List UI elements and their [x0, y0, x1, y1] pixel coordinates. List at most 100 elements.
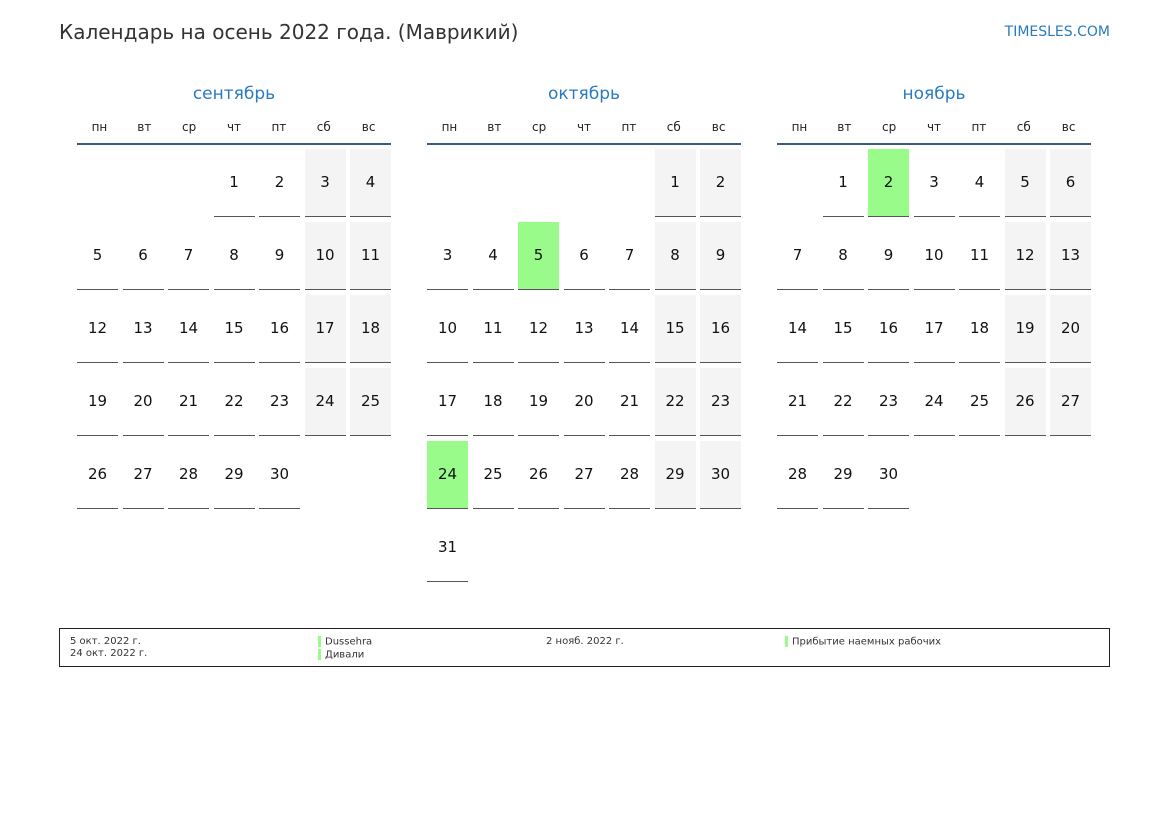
day-cell[interactable]: 30	[868, 441, 909, 509]
day-cell[interactable]: 29	[213, 441, 255, 509]
day-cell[interactable]: 26	[518, 441, 559, 509]
day-cell[interactable]: 24	[304, 368, 346, 436]
day-cell[interactable]: 14	[168, 295, 209, 363]
day-cell[interactable]: 18	[472, 368, 514, 436]
day-cell[interactable]: 19	[77, 368, 118, 436]
day-cell[interactable]: 23	[259, 368, 300, 436]
weekday-label: чт	[576, 120, 592, 134]
day-cell[interactable]: 6	[122, 222, 164, 290]
day-cell[interactable]: 1	[213, 149, 255, 217]
day-cell[interactable]: 11	[472, 295, 514, 363]
day-cell[interactable]: 1	[654, 149, 696, 217]
day-cell[interactable]: 25	[350, 368, 391, 436]
day-cell[interactable]: 28	[609, 441, 650, 509]
day-cell[interactable]: 4	[350, 149, 391, 217]
day-cell[interactable]: 22	[822, 368, 864, 436]
day-cell[interactable]: 10	[304, 222, 346, 290]
day-cell[interactable]: 12	[1004, 222, 1046, 290]
weekday-label: ср	[182, 120, 197, 134]
day-cell[interactable]: 10	[427, 295, 468, 363]
day-cell[interactable]: 9	[259, 222, 300, 290]
day-cell[interactable]: 20	[122, 368, 164, 436]
site-link[interactable]: TIMESLES.COM	[1004, 24, 1110, 40]
day-cell[interactable]: 6	[1050, 149, 1091, 217]
day-cell[interactable]: 4	[959, 149, 1000, 217]
holiday-day-cell[interactable]: 2	[868, 149, 909, 217]
day-cell[interactable]: 29	[654, 441, 696, 509]
day-cell[interactable]: 13	[122, 295, 164, 363]
day-cell[interactable]: 14	[609, 295, 650, 363]
day-cell[interactable]: 28	[777, 441, 818, 509]
day-cell[interactable]: 20	[563, 368, 605, 436]
day-cell[interactable]: 25	[959, 368, 1000, 436]
day-cell[interactable]: 17	[913, 295, 955, 363]
day-cell[interactable]: 24	[913, 368, 955, 436]
day-cell[interactable]: 21	[609, 368, 650, 436]
day-cell[interactable]: 29	[822, 441, 864, 509]
day-cell[interactable]: 2	[700, 149, 741, 217]
day-cell[interactable]: 5	[77, 222, 118, 290]
day-cell[interactable]: 12	[518, 295, 559, 363]
day-cell[interactable]: 17	[304, 295, 346, 363]
day-cell[interactable]: 8	[654, 222, 696, 290]
day-cell[interactable]: 3	[913, 149, 955, 217]
holiday-day-cell[interactable]: 24	[427, 441, 468, 509]
month-name: ноябрь	[902, 84, 966, 104]
weekday-label: пт	[271, 120, 287, 134]
day-cell[interactable]: 8	[822, 222, 864, 290]
day-cell[interactable]: 5	[1004, 149, 1046, 217]
day-cell[interactable]: 7	[609, 222, 650, 290]
day-cell[interactable]: 9	[868, 222, 909, 290]
day-cell[interactable]: 25	[472, 441, 514, 509]
day-cell[interactable]: 30	[259, 441, 300, 509]
day-cell[interactable]: 7	[777, 222, 818, 290]
day-cell[interactable]: 31	[427, 514, 468, 582]
day-cell[interactable]: 14	[777, 295, 818, 363]
day-cell[interactable]: 16	[868, 295, 909, 363]
weekday-label: сб	[1016, 120, 1031, 134]
day-cell[interactable]: 19	[518, 368, 559, 436]
day-cell[interactable]: 23	[868, 368, 909, 436]
day-cell[interactable]: 26	[77, 441, 118, 509]
day-cell[interactable]: 13	[1050, 222, 1091, 290]
day-cell[interactable]: 3	[427, 222, 468, 290]
day-cell[interactable]: 1	[822, 149, 864, 217]
day-cell[interactable]: 16	[259, 295, 300, 363]
day-cell[interactable]: 11	[959, 222, 1000, 290]
day-cell[interactable]: 16	[700, 295, 741, 363]
day-cell[interactable]: 11	[350, 222, 391, 290]
day-cell[interactable]: 10	[913, 222, 955, 290]
day-cell[interactable]: 20	[1050, 295, 1091, 363]
day-cell[interactable]: 21	[168, 368, 209, 436]
day-cell[interactable]: 8	[213, 222, 255, 290]
holiday-day-cell[interactable]: 5	[518, 222, 559, 290]
day-cell[interactable]: 21	[777, 368, 818, 436]
holiday-legend: 5 окт. 2022 г. 24 окт. 2022 г. Dussehra …	[59, 628, 1110, 667]
day-cell[interactable]: 30	[700, 441, 741, 509]
day-cell[interactable]: 3	[304, 149, 346, 217]
day-cell[interactable]: 27	[122, 441, 164, 509]
day-cell[interactable]: 15	[654, 295, 696, 363]
day-cell[interactable]: 19	[1004, 295, 1046, 363]
day-cell[interactable]: 2	[259, 149, 300, 217]
day-cell[interactable]: 27	[1050, 368, 1091, 436]
day-cell[interactable]: 17	[427, 368, 468, 436]
day-cell[interactable]: 23	[700, 368, 741, 436]
day-cell[interactable]: 15	[822, 295, 864, 363]
weekday-label: пн	[441, 120, 458, 134]
day-cell[interactable]: 4	[472, 222, 514, 290]
day-cell[interactable]: 22	[654, 368, 696, 436]
day-cell[interactable]: 12	[77, 295, 118, 363]
day-cell[interactable]: 28	[168, 441, 209, 509]
day-cell[interactable]: 15	[213, 295, 255, 363]
day-cell[interactable]: 18	[350, 295, 391, 363]
day-cell[interactable]: 26	[1004, 368, 1046, 436]
legend-holiday: Дивали	[325, 649, 365, 660]
day-cell[interactable]: 27	[563, 441, 605, 509]
day-cell[interactable]: 22	[213, 368, 255, 436]
day-cell[interactable]: 6	[563, 222, 605, 290]
day-cell[interactable]: 9	[700, 222, 741, 290]
day-cell[interactable]: 18	[959, 295, 1000, 363]
day-cell[interactable]: 13	[563, 295, 605, 363]
day-cell[interactable]: 7	[168, 222, 209, 290]
